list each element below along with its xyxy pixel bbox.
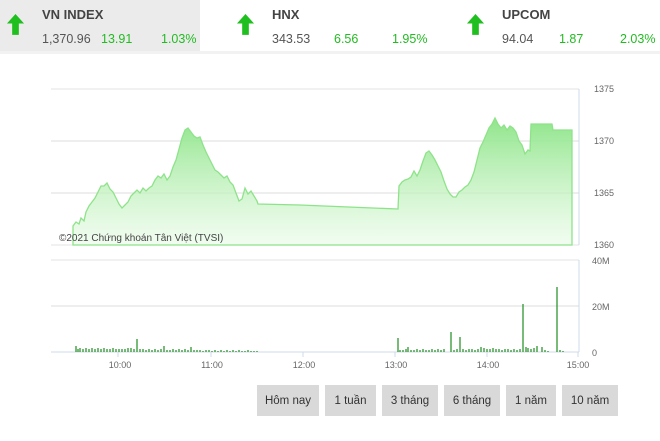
time-axis-label: 13:00 [384,360,408,370]
index-price: 94.04 [502,32,534,46]
time-axis-label: 14:00 [476,360,500,370]
volume-grid [51,259,580,357]
volume-bars [75,287,564,352]
range-1year-button[interactable]: 1 năm [506,385,556,416]
price-area [72,116,573,246]
up-arrow-icon [236,13,255,35]
index-name: HNX [272,7,300,22]
time-axis-label: 10:00 [108,360,132,370]
range-1week-button[interactable]: 1 tuần [325,385,376,416]
volume-axis-label: 0 [592,348,598,358]
price-axis-label: 1375 [594,84,615,94]
index-name: UPCOM [502,7,551,22]
chart-copyright: ©2021 Chứng khoán Tân Việt (TVSI) [59,233,224,244]
index-price: 1,370.96 [42,32,91,46]
range-today-button[interactable]: Hôm nay [257,385,319,416]
volume-axis-label: 20M [592,302,610,312]
index-hnx[interactable]: HNX 343.53 6.56 1.95% [230,0,450,51]
time-axis-label: 15:00 [566,360,590,370]
index-change: 6.56 [334,32,359,46]
index-vnindex[interactable]: VN INDEX 1,370.96 13.91 1.03% [0,0,200,51]
index-percent: 1.03% [161,32,197,46]
range-6months-button[interactable]: 6 tháng [444,385,500,416]
index-change: 1.87 [559,32,584,46]
index-price: 343.53 [272,32,311,46]
range-10years-button[interactable]: 10 năm [562,385,618,416]
index-percent: 2.03% [620,32,656,46]
time-axis-label: 12:00 [292,360,316,370]
time-axis-label: 11:00 [201,360,223,370]
index-ticker-bar: VN INDEX 1,370.96 13.91 1.03% HNX 343.53… [0,0,660,54]
index-upcom[interactable]: UPCOM 94.04 1.87 2.03% [460,0,660,51]
index-percent: 1.95% [392,32,428,46]
range-3months-button[interactable]: 3 tháng [382,385,438,416]
price-axis-label: 1360 [594,240,615,250]
price-axis-label: 1370 [594,136,615,146]
up-arrow-icon [6,13,25,35]
up-arrow-icon [466,13,485,35]
index-change: 13.91 [101,32,133,46]
index-name: VN INDEX [42,7,104,22]
volume-axis-label: 40M [592,256,610,266]
price-axis-label: 1365 [594,188,615,198]
